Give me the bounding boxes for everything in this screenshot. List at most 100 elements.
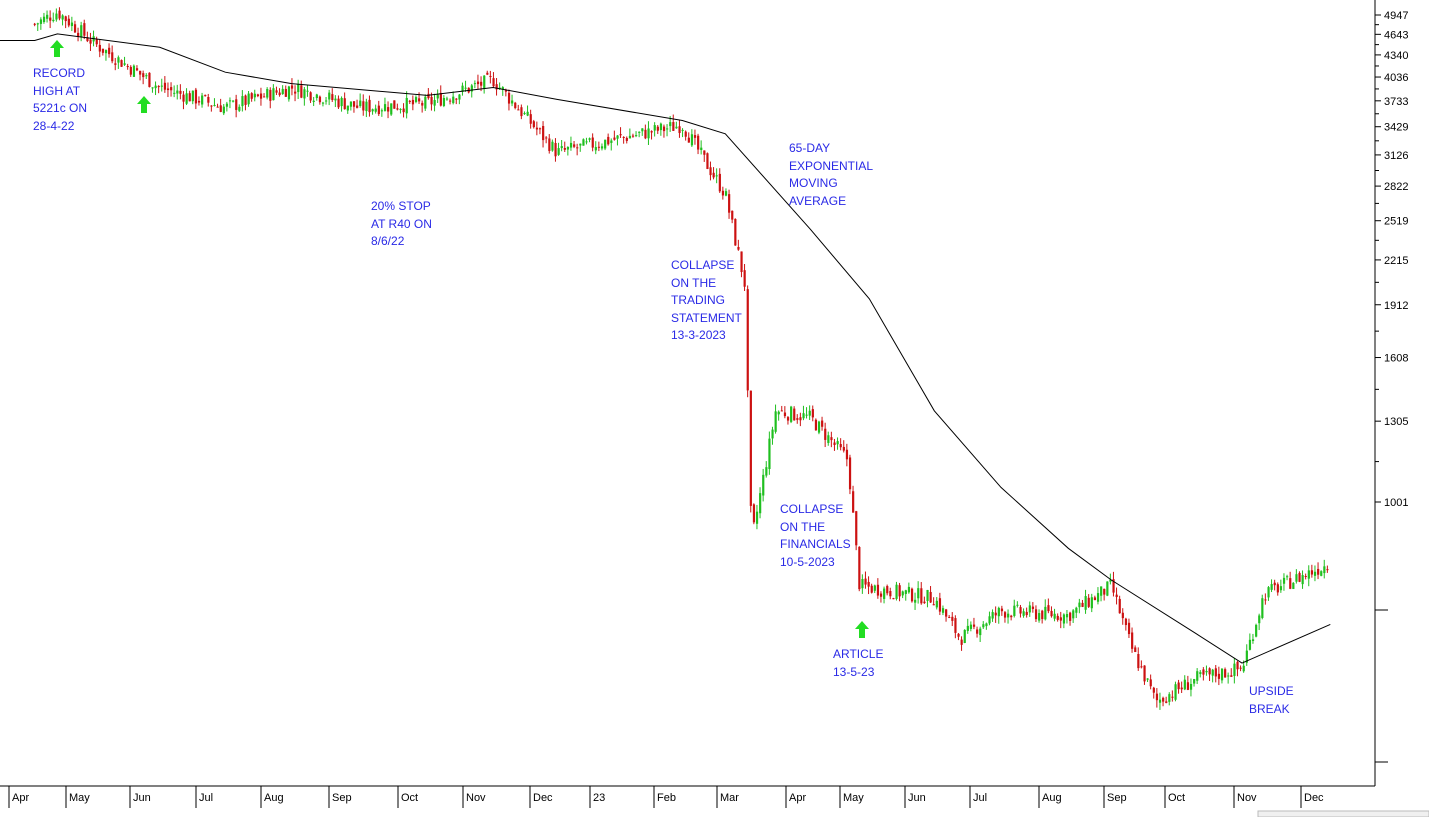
candle-up [883, 588, 886, 599]
candle-down [1289, 578, 1292, 589]
x-tick-label: Dec [533, 792, 553, 804]
candle-up [1193, 679, 1196, 684]
candle-up [1196, 671, 1199, 681]
x-tick-label: Sep [332, 792, 352, 804]
candle-down [697, 135, 700, 150]
candle-down [752, 504, 756, 523]
candle-up [123, 63, 126, 65]
candle-up [473, 83, 477, 85]
candle-down [352, 101, 356, 107]
candle-down [309, 92, 312, 101]
candle-up [297, 84, 300, 93]
candle-down [746, 289, 749, 391]
candle-up [1168, 694, 1171, 702]
candle-up [1292, 582, 1295, 589]
candle-up [638, 131, 641, 133]
candle-up [266, 89, 269, 98]
candle-down [430, 96, 433, 105]
candle-up [1038, 613, 1041, 621]
candle-up [80, 25, 83, 38]
candle-down [1208, 668, 1211, 675]
candle-up [762, 474, 765, 496]
candle-down [929, 591, 932, 603]
candle-up [988, 616, 991, 624]
candle-up [132, 65, 136, 77]
candle-down [693, 135, 697, 138]
candle-up [681, 129, 684, 131]
candle-down [207, 96, 210, 103]
candle-down [573, 144, 576, 147]
candle-up [1016, 604, 1019, 606]
candle-down [492, 78, 495, 87]
candle-down [1239, 667, 1242, 669]
candle-up [600, 146, 604, 149]
candle-up [442, 98, 446, 106]
candle-down [1127, 622, 1131, 635]
candle-down [591, 137, 594, 148]
candle-up [653, 125, 656, 131]
candle-down [656, 126, 659, 131]
candle-down [650, 131, 653, 133]
candle-up [1174, 684, 1177, 700]
candle-down [1264, 599, 1267, 601]
y-tick-label: 3733 [1384, 96, 1408, 108]
candle-up [1286, 576, 1289, 578]
scrollbar[interactable] [1257, 810, 1429, 817]
candle-down [848, 457, 852, 490]
candle-down [269, 89, 272, 101]
candle-down [613, 137, 616, 140]
candle-down [920, 588, 923, 604]
candle-up [173, 92, 176, 94]
candle-down [833, 442, 836, 445]
candle-down [1081, 602, 1084, 607]
candle-down [197, 100, 201, 103]
candle-down [1155, 693, 1159, 701]
candle-up [669, 122, 672, 127]
candle-down [101, 48, 105, 53]
candle-up [1100, 586, 1103, 596]
candle-up [647, 128, 650, 139]
candle-down [951, 616, 954, 621]
candle-down [219, 105, 222, 112]
candle-up [176, 90, 179, 94]
candle-up [873, 585, 876, 591]
candle-down [300, 85, 303, 98]
candle-down [839, 444, 842, 448]
candle-up [585, 141, 588, 143]
y-tick-label: 4643 [1384, 29, 1408, 41]
candle-down [67, 18, 70, 26]
candle-up [1248, 639, 1252, 650]
candle-up [777, 411, 780, 415]
candle-up [1013, 605, 1016, 616]
candle-up [191, 90, 194, 102]
candle-up [1270, 584, 1273, 590]
candle-up [70, 22, 74, 27]
candle-up [759, 493, 762, 514]
candle-down [678, 126, 681, 134]
arrows [50, 40, 869, 638]
candle-up [675, 126, 678, 129]
candle-down [33, 23, 36, 25]
candle-down [489, 75, 492, 77]
annotation-ema: 65-DAY EXPONENTIAL MOVING AVERAGE [789, 141, 874, 208]
candle-down [89, 39, 92, 44]
candle-down [1162, 697, 1165, 702]
candle-down [408, 100, 411, 102]
candle-down [743, 270, 746, 287]
y-tick-label: 4947 [1384, 10, 1408, 22]
x-tick-label: Sep [1107, 792, 1127, 804]
candle-up [557, 148, 560, 155]
candle-up [55, 13, 58, 20]
candle-up [61, 15, 64, 20]
candle-down [954, 618, 957, 633]
candle-down [938, 598, 942, 612]
candle-up [1261, 598, 1264, 618]
candle-down [793, 408, 796, 421]
candle-down [879, 593, 883, 597]
y-tick-label: 1912 [1384, 300, 1408, 312]
candle-down [1034, 609, 1038, 620]
x-tick-label: Jul [199, 792, 213, 804]
up-arrow-icon [137, 96, 151, 113]
candle-down [1304, 576, 1307, 578]
candle-down [712, 172, 715, 178]
